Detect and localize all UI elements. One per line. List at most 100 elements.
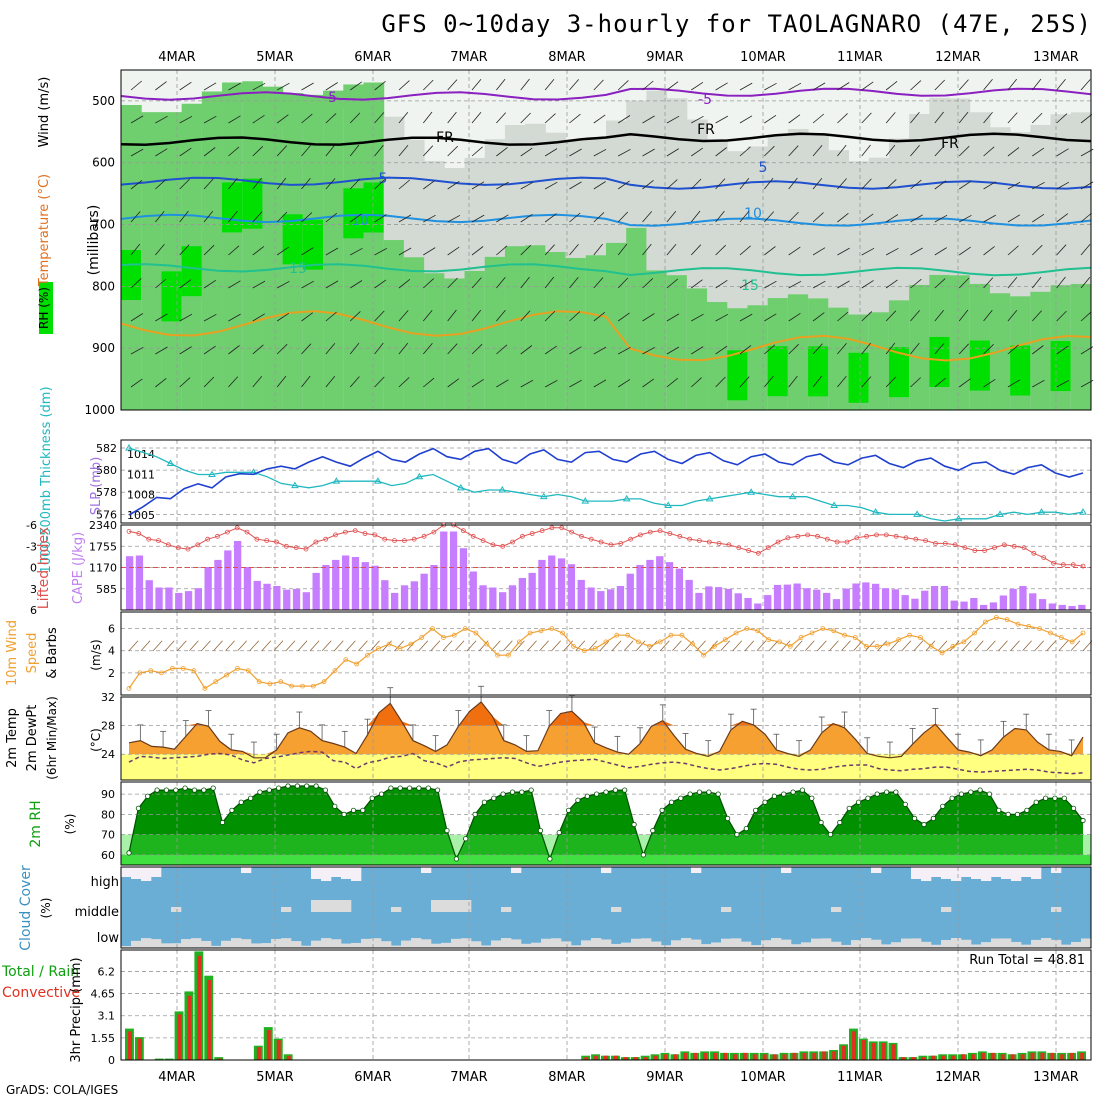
cloud-low-fill [561, 941, 572, 948]
cape-bar [292, 588, 301, 610]
cloud-low-fill [811, 938, 822, 948]
surface-wind-barb [841, 640, 851, 651]
slp-tick-label: 1014 [127, 448, 155, 461]
li-marker [588, 536, 594, 542]
upper-wind-barb [691, 346, 704, 355]
precip-convective-bar [911, 1057, 916, 1060]
thickness-marker [291, 481, 299, 489]
precip-convective-bar [742, 1052, 747, 1060]
wind-speed-marker [440, 635, 446, 640]
upper-wind-barb [228, 210, 238, 223]
li-marker [834, 539, 840, 545]
thickness-marker [830, 501, 839, 509]
cloud-low-fill [751, 945, 762, 948]
rh2m-marker [1033, 799, 1039, 805]
cape-bar [332, 559, 340, 610]
cloud-low-fill [371, 938, 382, 948]
li-marker [539, 528, 545, 534]
precip-convective-bar [772, 1054, 777, 1060]
wind-speed-marker [224, 672, 230, 678]
cloud-high-gap [691, 867, 702, 873]
li-marker [962, 545, 968, 551]
upper-wind-barb [398, 145, 409, 157]
date-label-top: 9MAR [646, 50, 683, 65]
temp-tick-label: 24 [101, 748, 115, 761]
li-marker [333, 532, 338, 538]
upper-wind-barb [788, 82, 802, 91]
upper-wind-barb [569, 379, 582, 388]
wind-speed-marker [148, 668, 154, 674]
upper-wind-barb [910, 342, 920, 355]
upper-wind-barb [837, 375, 847, 388]
li-marker [854, 535, 860, 541]
upper-wind-barb [203, 147, 216, 157]
cloud-high-gap [351, 867, 362, 881]
rh2m-marker [958, 791, 965, 797]
li-marker [175, 545, 181, 551]
upper-wind-barb [325, 212, 338, 223]
rh2m-marker [126, 850, 132, 856]
contour-label: FR [697, 122, 715, 138]
cape-panel-frame [120, 524, 1092, 611]
upper-wind-barb [715, 345, 728, 355]
cloud-low-fill [861, 938, 872, 948]
rh2m-marker [734, 831, 740, 838]
temp-tick-label: 28 [101, 720, 115, 733]
li-marker [1051, 560, 1056, 566]
precip-convective-bar [1060, 1054, 1065, 1060]
upper-wind-barb [423, 343, 433, 355]
upper-wind-barb [934, 247, 947, 256]
upper-wind-barb [1032, 244, 1043, 256]
surface-wind-barb [986, 640, 996, 651]
precip-convective-bar [128, 1031, 132, 1060]
cape-bar [793, 583, 801, 610]
li-marker [480, 538, 486, 543]
upper-wind-barb [812, 280, 826, 289]
upper-wind-barb [715, 244, 726, 256]
rh2m-marker [659, 807, 665, 813]
cape-bar [302, 592, 310, 610]
precip-convective-bar [286, 1055, 291, 1060]
upper-wind-barb [179, 81, 192, 91]
cape-bar [283, 589, 291, 610]
upper-wind-barb [666, 179, 678, 190]
upper-wind-barb [496, 245, 508, 256]
precip-convective-bar [961, 1054, 965, 1060]
precip-convective-bar [713, 1052, 718, 1060]
cloud-low-fill [581, 940, 592, 948]
upper-wind-barb [910, 145, 920, 157]
upper-wind-barb [690, 377, 702, 388]
upper-wind-barb [203, 313, 217, 322]
upper-wind-barb [691, 147, 704, 157]
wind-speed-marker [928, 643, 934, 649]
rh2m-marker [706, 789, 712, 795]
rh-green-shade [464, 270, 486, 410]
upper-wind-barb [544, 310, 556, 322]
cloud-low-fill [401, 940, 412, 948]
li-marker [490, 542, 496, 548]
surface-wind-barb [430, 640, 441, 651]
cape-bar [734, 593, 742, 610]
li-tick-label: -6 [26, 519, 37, 532]
li-marker [510, 539, 515, 545]
upper-wind-barb [837, 178, 847, 190]
contour-label: FR [436, 130, 454, 146]
wind-tick-label: 2 [108, 667, 115, 680]
cloud-high-gap [1011, 867, 1022, 881]
upper-wind-barb [471, 343, 483, 355]
date-label-bottom: 6MAR [354, 1070, 391, 1085]
li-marker [549, 525, 555, 531]
thickness-marker [705, 494, 714, 502]
cloud-low-fill [201, 940, 212, 948]
upper-wind-barb [837, 113, 848, 124]
cloud-low-fill [421, 939, 432, 948]
li-marker [913, 536, 919, 542]
rh2m-marker [855, 799, 862, 805]
li-marker [815, 533, 820, 539]
wind-speed-marker [863, 643, 869, 649]
upper-wind-barb [496, 379, 509, 388]
upper-wind-barb [496, 78, 506, 91]
upper-wind-barb [496, 344, 508, 355]
rh2m-marker [902, 801, 908, 807]
